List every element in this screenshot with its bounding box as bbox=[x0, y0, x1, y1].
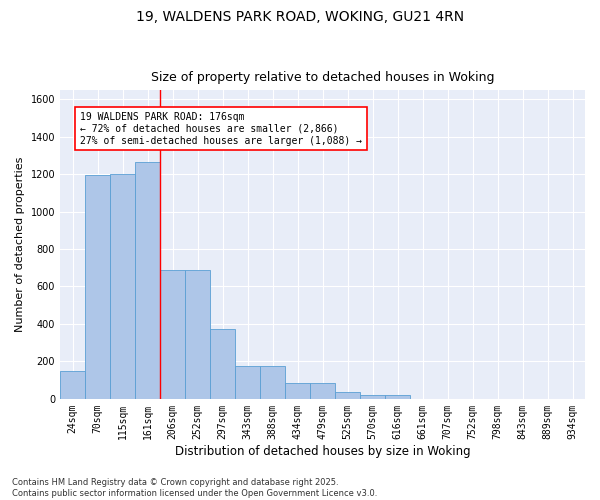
Bar bbox=[210, 328, 235, 399]
Bar bbox=[385, 395, 410, 399]
Bar bbox=[185, 270, 210, 399]
Bar bbox=[60, 370, 85, 399]
Text: Contains HM Land Registry data © Crown copyright and database right 2025.
Contai: Contains HM Land Registry data © Crown c… bbox=[12, 478, 377, 498]
Bar bbox=[135, 162, 160, 399]
Text: 19 WALDENS PARK ROAD: 176sqm
← 72% of detached houses are smaller (2,866)
27% of: 19 WALDENS PARK ROAD: 176sqm ← 72% of de… bbox=[80, 112, 362, 146]
Text: 19, WALDENS PARK ROAD, WOKING, GU21 4RN: 19, WALDENS PARK ROAD, WOKING, GU21 4RN bbox=[136, 10, 464, 24]
Bar bbox=[310, 383, 335, 399]
Bar bbox=[360, 395, 385, 399]
Title: Size of property relative to detached houses in Woking: Size of property relative to detached ho… bbox=[151, 72, 494, 85]
Bar bbox=[260, 366, 285, 399]
Bar bbox=[160, 270, 185, 399]
Bar bbox=[85, 175, 110, 399]
Bar bbox=[285, 383, 310, 399]
Bar bbox=[235, 366, 260, 399]
X-axis label: Distribution of detached houses by size in Woking: Distribution of detached houses by size … bbox=[175, 444, 470, 458]
Bar bbox=[110, 174, 135, 399]
Y-axis label: Number of detached properties: Number of detached properties bbox=[15, 156, 25, 332]
Bar bbox=[335, 392, 360, 399]
